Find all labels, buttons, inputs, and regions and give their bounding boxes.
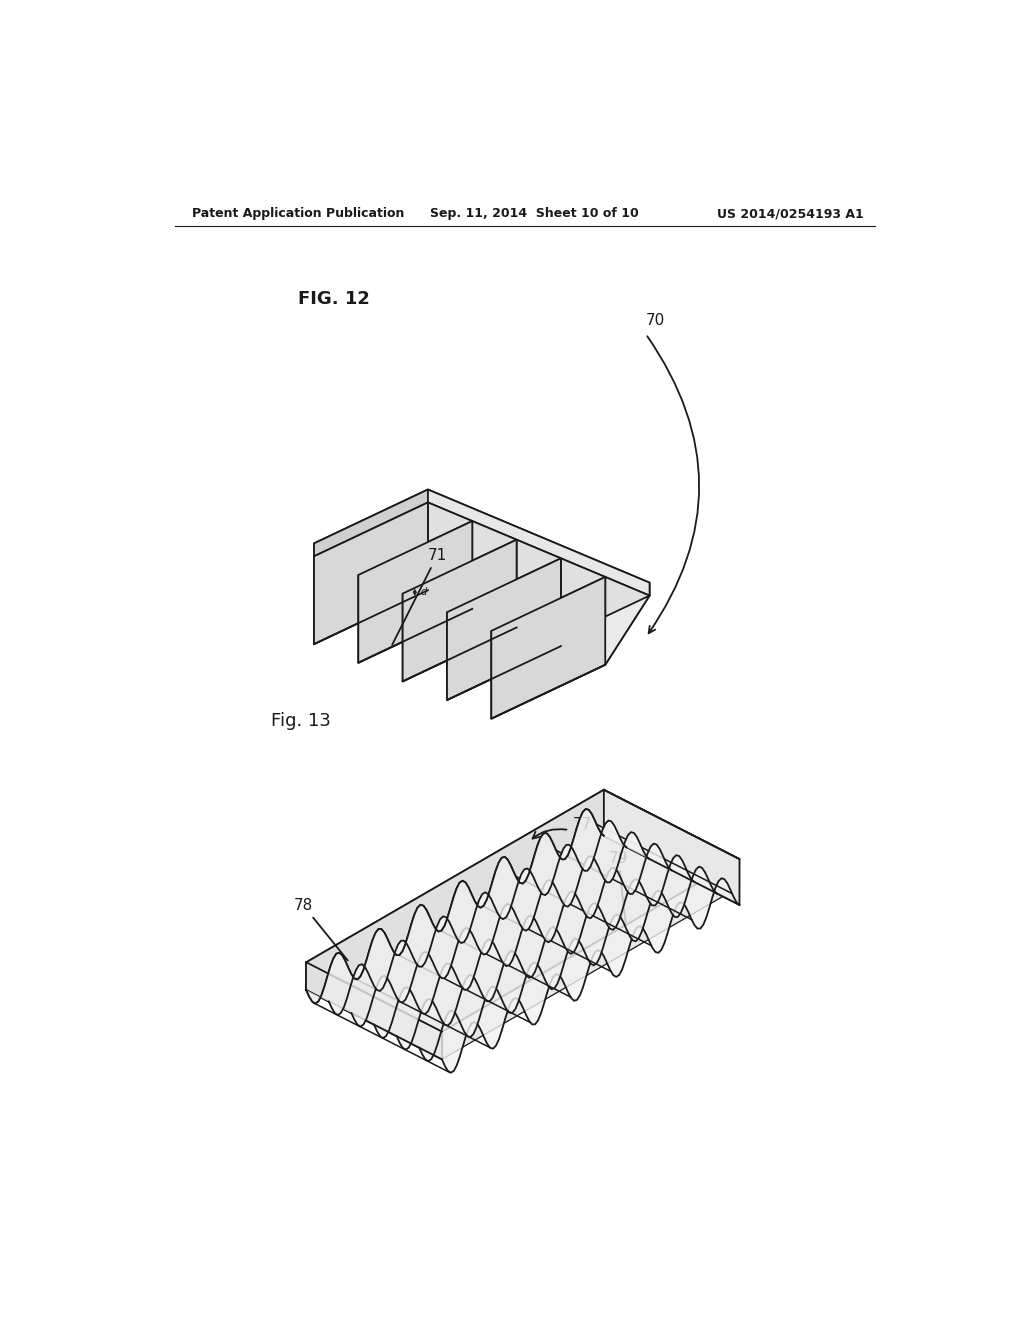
Polygon shape [314, 490, 649, 636]
Polygon shape [306, 789, 604, 1003]
Text: 70: 70 [645, 313, 665, 327]
Polygon shape [358, 540, 516, 663]
Text: Fig. 13: Fig. 13 [271, 711, 331, 730]
FancyArrowPatch shape [532, 829, 566, 838]
Polygon shape [428, 503, 472, 590]
Polygon shape [314, 490, 428, 556]
Polygon shape [314, 544, 536, 649]
Text: Patent Application Publication: Patent Application Publication [191, 207, 403, 220]
Text: US 2014/0254193 A1: US 2014/0254193 A1 [717, 207, 864, 220]
Polygon shape [605, 577, 649, 665]
Polygon shape [402, 594, 447, 681]
Text: 77: 77 [573, 817, 592, 832]
Polygon shape [419, 867, 739, 1073]
Polygon shape [472, 521, 516, 609]
Polygon shape [442, 859, 739, 1059]
Polygon shape [516, 540, 561, 627]
Polygon shape [561, 558, 605, 645]
Polygon shape [447, 577, 605, 700]
Text: 78: 78 [294, 898, 348, 961]
Polygon shape [314, 556, 358, 644]
Polygon shape [402, 558, 561, 681]
Polygon shape [447, 558, 561, 700]
Polygon shape [314, 503, 428, 644]
Polygon shape [314, 503, 649, 649]
Text: FIG. 12: FIG. 12 [299, 289, 371, 308]
Polygon shape [604, 789, 739, 906]
Text: 79: 79 [608, 850, 628, 924]
FancyArrowPatch shape [647, 337, 699, 634]
Polygon shape [374, 843, 694, 1049]
Polygon shape [447, 612, 492, 700]
Polygon shape [492, 595, 649, 718]
Polygon shape [306, 809, 627, 1015]
Polygon shape [358, 576, 402, 663]
Polygon shape [492, 631, 536, 718]
Polygon shape [306, 789, 739, 1032]
Polygon shape [492, 577, 605, 718]
Polygon shape [428, 490, 649, 595]
Polygon shape [306, 962, 442, 1059]
Polygon shape [314, 521, 472, 644]
Polygon shape [402, 540, 516, 681]
Polygon shape [329, 821, 649, 1027]
Polygon shape [536, 582, 649, 649]
Text: Sep. 11, 2014  Sheet 10 of 10: Sep. 11, 2014 Sheet 10 of 10 [430, 207, 639, 220]
Polygon shape [396, 855, 717, 1061]
Text: 71: 71 [392, 548, 447, 645]
Text: d: d [420, 587, 426, 597]
Polygon shape [351, 832, 672, 1038]
Polygon shape [358, 521, 472, 663]
